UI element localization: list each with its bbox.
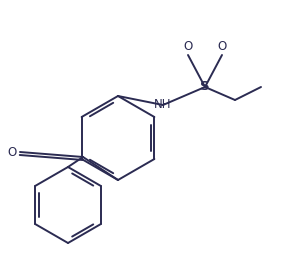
Text: NH: NH bbox=[154, 99, 172, 111]
Text: O: O bbox=[183, 40, 193, 53]
Text: O: O bbox=[217, 40, 227, 53]
Text: O: O bbox=[8, 146, 17, 158]
Text: S: S bbox=[200, 80, 210, 93]
